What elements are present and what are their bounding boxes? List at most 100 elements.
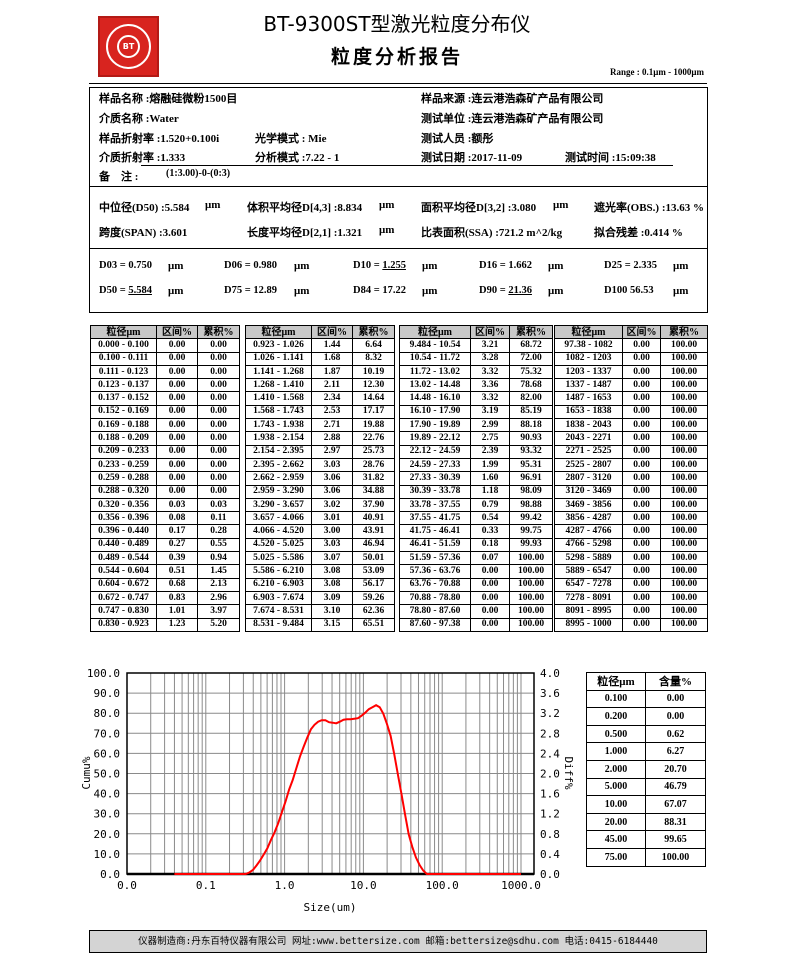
size-cell: 10.00 — [586, 795, 646, 814]
interval-cell: 3.08 — [311, 564, 353, 579]
interval-cell: 1.23 — [156, 617, 198, 632]
column-header: 粒径μm — [90, 324, 157, 340]
cumulative-cell: 100.00 — [660, 484, 708, 499]
cumulative-cell: 100.00 — [509, 590, 553, 606]
cumulative-cell: 2.96 — [197, 590, 240, 606]
table-row: 17.90 - 19.89 2.99 88.18 — [399, 418, 553, 433]
diff-curve — [174, 704, 521, 875]
size-range-cell: 0.137 - 0.152 — [90, 391, 157, 406]
interval-cell: 0.00 — [470, 564, 510, 579]
interval-cell: 0.00 — [622, 577, 661, 592]
size-cell: 0.100 — [586, 689, 646, 709]
table-row: 2.662 - 2.959 3.06 31.82 — [245, 471, 395, 486]
size-range-cell: 5.586 - 6.210 — [245, 564, 312, 579]
cumulative-cell: 98.09 — [509, 484, 553, 499]
cumulative-cell: 99.75 — [509, 524, 553, 539]
x-tick-label: 1.0 — [275, 879, 295, 892]
y-tick-label-left: 50.0 — [94, 768, 121, 781]
interval-cell: 1.44 — [311, 338, 353, 353]
remark-divider — [141, 165, 673, 166]
manufacturer-footer: 仪器制造商:丹东百特仪器有限公司 网址:www.bettersize.com 邮… — [89, 930, 707, 953]
sample-info-box — [89, 87, 708, 187]
report-title: BT-9300ST型激光粒度分布仪 — [263, 12, 531, 36]
table-row: 3120 - 3469 0.00 100.00 — [554, 484, 708, 499]
results-box — [89, 186, 708, 313]
size-range-cell: 2.154 - 2.395 — [245, 444, 312, 459]
size-table-3: 粒径μm 区间% 累积% 9.484 - 10.54 3.21 68.72 10.54 - … — [399, 324, 553, 632]
percentile-value: 1.255 — [382, 260, 406, 271]
size-range-cell: 0.489 - 0.544 — [90, 551, 157, 566]
interval-cell: 0.00 — [470, 577, 510, 592]
cumulative-cell: 2.13 — [197, 577, 240, 592]
size-range-cell: 2807 - 3120 — [554, 471, 623, 486]
specific-surface-area: 比表面积(SSA) :721.2 m^2/kg — [421, 227, 563, 239]
size-range-cell: 22.12 - 24.59 — [399, 444, 471, 459]
cumulative-cell: 100.00 — [660, 418, 708, 433]
interval-cell: 3.10 — [311, 604, 353, 619]
cumulative-cell: 25.73 — [352, 444, 395, 459]
percentile-d03: D03 = 0.750 — [99, 260, 152, 271]
y-tick-label-right: 1.2 — [540, 808, 560, 821]
table-row: 1082 - 1203 0.00 100.00 — [554, 351, 708, 366]
y-tick-label-left: 10.0 — [94, 848, 121, 861]
interval-cell: 0.00 — [622, 351, 661, 366]
cumulative-cell: 19.88 — [352, 418, 395, 433]
percentile-label: D03 = — [99, 260, 129, 271]
chart-grid — [127, 673, 534, 874]
cumulative-cell: 100.00 — [509, 604, 553, 619]
size-range-cell: 14.48 - 16.10 — [399, 391, 471, 406]
table-row: 0.830 - 0.923 1.23 5.20 — [90, 617, 240, 632]
percentile-value: 0.750 — [128, 260, 152, 271]
size-range-cell: 1487 - 1653 — [554, 391, 623, 406]
size-range-cell: 0.188 - 0.209 — [90, 431, 157, 446]
size-cell: 0.200 — [586, 707, 646, 726]
interval-cell: 0.00 — [622, 617, 661, 632]
table-row: 0.489 - 0.544 0.39 0.94 — [90, 551, 240, 566]
unit-label: μm — [205, 199, 221, 211]
interval-cell: 3.03 — [311, 457, 353, 473]
unit-label: μm — [168, 285, 184, 297]
y-tick-label-left: 60.0 — [94, 747, 121, 760]
table-row: 0.137 - 0.152 0.00 0.00 — [90, 391, 240, 406]
size-range-cell: 1653 - 1838 — [554, 404, 623, 420]
interval-cell: 2.53 — [311, 404, 353, 420]
column-header: 粒径μm — [586, 672, 646, 691]
cumulative-cell: 0.11 — [197, 511, 240, 526]
interval-cell: 0.00 — [622, 457, 661, 473]
column-header: 累积% — [509, 324, 553, 340]
span: 跨度(SPAN) :3.601 — [99, 227, 188, 239]
percentile-value: 12.89 — [253, 285, 277, 296]
y-tick-label-left: 20.0 — [94, 828, 121, 841]
table-row: 2271 - 2525 0.00 100.00 — [554, 444, 708, 459]
size-range-cell: 33.78 - 37.55 — [399, 497, 471, 513]
cumulative-cell: 8.32 — [352, 351, 395, 366]
table-row: 33.78 - 37.55 0.79 98.88 — [399, 497, 553, 513]
size-range-cell: 0.259 - 0.288 — [90, 471, 157, 486]
unit-label: μm — [673, 260, 689, 272]
interval-cell: 0.00 — [156, 364, 198, 380]
table-row: 1653 - 1838 0.00 100.00 — [554, 404, 708, 420]
cumulative-cell: 98.88 — [509, 497, 553, 513]
size-range-cell: 4766 - 5298 — [554, 537, 623, 553]
interval-cell: 1.01 — [156, 604, 198, 619]
table-row: 0.923 - 1.026 1.44 6.64 — [245, 338, 395, 353]
percentile-d50: D50 = 5.584 — [99, 285, 152, 296]
column-header: 区间% — [470, 324, 510, 340]
table-row: 78.80 - 87.60 0.00 100.00 — [399, 604, 553, 619]
table-row: 14.48 - 16.10 3.32 82.00 — [399, 391, 553, 406]
x-axis-title: Size(um) — [304, 901, 357, 914]
remark-value: (1:3.00)-0-(0:3) — [166, 168, 231, 179]
interval-cell: 0.00 — [156, 431, 198, 446]
percentile-value: 17.22 — [382, 285, 406, 296]
interval-cell: 0.00 — [622, 590, 661, 606]
interval-cell: 0.00 — [470, 590, 510, 606]
percentile-label: D16 = — [479, 260, 509, 271]
cumulative-cell: 100.00 — [660, 431, 708, 446]
interval-cell: 3.08 — [311, 577, 353, 592]
size-cell: 2.000 — [586, 759, 646, 779]
y-tick-label-right: 2.4 — [540, 747, 560, 760]
table-row: 3856 - 4287 0.00 100.00 — [554, 511, 708, 526]
unit-label: μm — [294, 285, 310, 297]
size-range-cell: 0.923 - 1.026 — [245, 338, 312, 353]
interval-cell: 0.83 — [156, 590, 198, 606]
